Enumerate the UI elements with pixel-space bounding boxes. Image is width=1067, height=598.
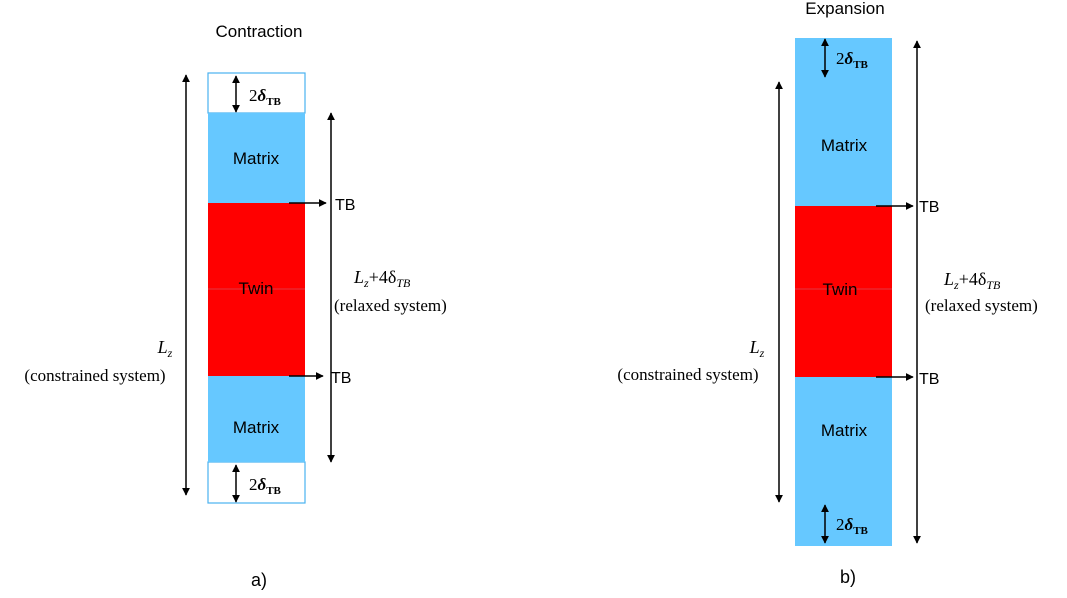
twin-label: Twin bbox=[239, 279, 274, 298]
delta-label-top: 2δTB bbox=[249, 86, 282, 108]
lz-symbol: Lz bbox=[749, 337, 765, 360]
constrained-system-label: (constrained system) bbox=[617, 365, 758, 384]
relaxed-formula: Lz+4δTB bbox=[353, 267, 411, 290]
constrained-system-label: (constrained system) bbox=[24, 366, 165, 385]
tb-label-bottom: TB bbox=[919, 371, 939, 388]
delta-zone-bottom bbox=[207, 461, 306, 504]
delta-label-top: 2δTB bbox=[836, 49, 869, 71]
delta-label-bottom: 2δTB bbox=[249, 475, 282, 497]
relaxed-system-label: (relaxed system) bbox=[925, 296, 1038, 315]
relaxed-formula: Lz+4δTB bbox=[943, 269, 1001, 292]
panel-b-caption: b) bbox=[840, 567, 856, 587]
relaxed-system-label: (relaxed system) bbox=[334, 296, 447, 315]
matrix-label-top: Matrix bbox=[821, 136, 868, 155]
panel-a-caption: a) bbox=[251, 570, 267, 590]
twin-block bbox=[208, 203, 305, 376]
matrix-block-top bbox=[208, 113, 305, 203]
matrix-label-top: Matrix bbox=[233, 149, 280, 168]
panel-b: Expansion Matrix Twin Matrix 2δTB 2δTB T… bbox=[617, 0, 1037, 587]
delta-label-bottom: 2δTB bbox=[836, 515, 869, 537]
tb-label-top: TB bbox=[335, 197, 355, 214]
matrix-block-top bbox=[795, 38, 892, 206]
matrix-label-bottom: Matrix bbox=[821, 421, 868, 440]
matrix-block-bottom bbox=[208, 376, 305, 462]
lz-symbol: Lz bbox=[157, 337, 173, 360]
panel-a-title: Contraction bbox=[216, 22, 303, 41]
panel-a: Contraction Matrix Twin Matrix 2δTB 2δTB… bbox=[24, 22, 446, 590]
matrix-label-bottom: Matrix bbox=[233, 418, 280, 437]
delta-zone-top bbox=[207, 72, 306, 114]
twin-block bbox=[795, 206, 892, 377]
matrix-block-bottom bbox=[795, 377, 892, 546]
tb-label-top: TB bbox=[919, 199, 939, 216]
panel-b-title: Expansion bbox=[805, 0, 884, 18]
twin-label: Twin bbox=[823, 280, 858, 299]
tb-label-bottom: TB bbox=[331, 370, 351, 387]
